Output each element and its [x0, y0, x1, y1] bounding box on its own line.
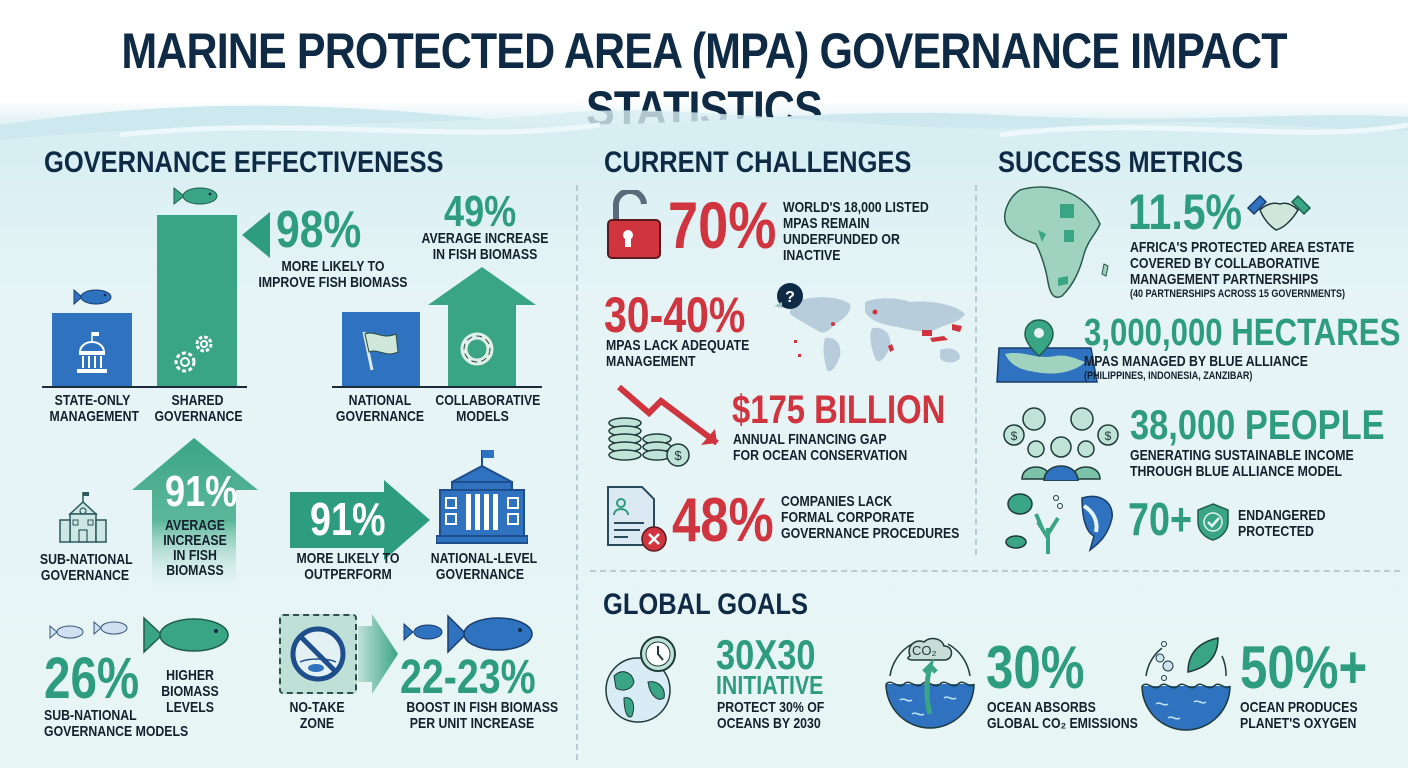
- globe-clock-icon: [605, 636, 676, 723]
- bar-label-shared-governance: SHARED GOVERNANCE: [154, 392, 243, 425]
- higher-biomass-label: HIGHER BIOMASS LEVELS: [161, 667, 219, 716]
- column-divider-right: [975, 185, 977, 555]
- column-divider-left: [576, 185, 578, 760]
- no-take-boost-label: BOOST IN FISH BIOMASS PER UNIT INCREASE: [406, 699, 559, 732]
- marine-species-icon: [1005, 493, 1113, 554]
- small-fish-icon: [403, 622, 443, 642]
- coins-down-arrow-icon: $: [608, 384, 719, 467]
- goal-oxygen-value: 50%+: [1240, 634, 1368, 701]
- bar-shared-governance: [157, 215, 237, 386]
- co2-cloud-label: CO₂: [912, 643, 937, 658]
- wave-decoration: [0, 105, 1408, 165]
- subnational-arrow-value: 91%: [165, 467, 238, 516]
- biomass-26-value: 26%: [44, 646, 140, 711]
- goal-oxygen-label: OCEAN PRODUCES PLANET'S OXYGEN: [1240, 699, 1358, 732]
- bar-label-national-governance: NATIONAL GOVERNANCE: [335, 392, 425, 425]
- success-heading: SUCCESS METRICS: [998, 146, 1244, 179]
- right-arrow-icon: [290, 480, 430, 560]
- no-take-label: NO-TAKE ZONE: [289, 699, 345, 732]
- stat-98-label: MORE LIKELY TO IMPROVE FISH BIOMASS: [258, 258, 408, 291]
- subnational-label: SUB-NATIONAL GOVERNANCE: [39, 551, 133, 584]
- government-building-icon: [436, 450, 528, 544]
- shield-check-icon: [1197, 503, 1229, 541]
- bar-label-collaborative-models: COLLABORATIVE MODELS: [435, 392, 541, 425]
- challenge-70-value: 70%: [668, 188, 777, 262]
- success-endangered-value: 70+: [1128, 493, 1192, 545]
- goal-co2-value: 30%: [986, 634, 1085, 701]
- fish-icon: [73, 288, 112, 306]
- challenges-heading: CURRENT CHALLENGES: [604, 146, 912, 179]
- no-fishing-icon: [290, 626, 346, 682]
- stat-49-label: AVERAGE INCREASE IN FISH BIOMASS: [421, 230, 549, 263]
- success-hectares-value: 3,000,000 HECTARES: [1084, 312, 1401, 354]
- small-fish-icon: [93, 620, 128, 636]
- small-fish-icon: [49, 624, 84, 640]
- goal-30x30-label: PROTECT 30% OF OCEANS BY 2030: [717, 699, 825, 732]
- challenge-175b-value: $175 BILLION: [732, 388, 946, 432]
- challenge-30-40-value: 30-40%: [604, 287, 746, 343]
- stat-98-value: 98%: [276, 201, 362, 259]
- section-divider-goals: [590, 570, 1400, 572]
- handshake-icon: [1246, 194, 1312, 231]
- national-level-label: NATIONAL-LEVEL GOVERNANCE: [430, 550, 538, 583]
- outperform-value: 91%: [310, 493, 386, 545]
- up-arrow-gradient-icon: [132, 438, 258, 588]
- success-endangered-label: ENDANGERED PROTECTED: [1238, 507, 1326, 540]
- svg-text:$: $: [1105, 429, 1112, 443]
- success-hectares-label: MPAs MANAGED BY BLUE ALLIANCE: [1084, 353, 1308, 370]
- svg-text:?: ?: [785, 289, 795, 306]
- africa-map-icon: [1004, 186, 1109, 298]
- goal-30x30-sub: INITIATIVE: [716, 670, 824, 700]
- ocean-co2-icon: [885, 637, 975, 729]
- success-11-5-label: AFRICA'S PROTECTED AREA ESTATE COVERED B…: [1130, 239, 1355, 288]
- community-people-icon: $ $: [1003, 407, 1119, 481]
- goal-30x30-value: 30X30: [716, 631, 816, 678]
- goal-co2-label: OCEAN ABSORBS GLOBAL CO₂ EMISSIONS: [987, 699, 1138, 732]
- capitol-icon: [77, 332, 107, 373]
- bar-label-state-only: STATE-ONLY MANAGEMENT: [49, 392, 139, 425]
- school-building-icon: [59, 492, 107, 543]
- success-people-label: GENERATING SUSTAINABLE INCOME THROUGH BL…: [1130, 447, 1354, 480]
- challenge-48-label: COMPANIES LACK FORMAL CORPORATE GOVERNAN…: [781, 493, 960, 542]
- challenge-175b-label: ANNUAL FINANCING GAP FOR OCEAN CONSERVAT…: [733, 431, 908, 464]
- large-fish-icon: [447, 614, 533, 654]
- stat-49-value: 49%: [444, 187, 517, 236]
- growth-arrow-icon: [428, 267, 536, 387]
- success-people-value: 38,000 PEOPLE: [1130, 401, 1385, 448]
- gears-icon: [174, 335, 213, 373]
- fish-icon: [173, 186, 218, 206]
- biomass-26-label: SUB-NATIONAL GOVERNANCE MODELS: [44, 707, 189, 740]
- chart-baseline: [332, 386, 542, 388]
- broken-lock-icon: [607, 190, 661, 259]
- flag-icon: [362, 331, 399, 371]
- chart-baseline: [42, 386, 247, 388]
- pointer-arrow-icon: [242, 212, 270, 258]
- svg-text:$: $: [674, 448, 682, 463]
- success-11-5-value: 11.5%: [1128, 184, 1242, 240]
- challenge-48-value: 48%: [672, 486, 774, 555]
- bar-state-only: [52, 313, 132, 386]
- world-map-icon: [790, 297, 965, 372]
- outperform-label: MORE LIKELY TO OUTPERFORM: [296, 550, 400, 583]
- success-hectares-note: (PHILIPPINES, INDONESIA, ZANZIBAR): [1084, 370, 1253, 382]
- question-bubble-icon: ?: [774, 283, 803, 309]
- governance-heading: GOVERNANCE EFFECTIVENESS: [44, 146, 444, 179]
- challenge-70-label: WORLD'S 18,000 LISTED MPAs REMAIN UNDERF…: [783, 199, 929, 264]
- page-title: MARINE PROTECTED AREA (MPA) GOVERNANCE I…: [121, 23, 1287, 137]
- svg-text:$: $: [1011, 429, 1018, 443]
- hands-circle-icon: [460, 332, 494, 366]
- ocean-oxygen-leaf-icon: [1141, 637, 1231, 731]
- right-arrow-fade-icon: [358, 614, 398, 694]
- subnational-arrow-label: AVERAGE INCREASE IN FISH BIOMASS: [163, 517, 227, 579]
- document-x-icon: [607, 486, 667, 552]
- large-fish-icon: [143, 616, 229, 654]
- success-11-5-note: (40 PARTNERSHIPS ACROSS 15 GOVERNMENTS): [1130, 288, 1346, 300]
- map-pin-icon: [996, 319, 1098, 383]
- challenge-30-40-label: MPAs LACK ADEQUATE MANAGEMENT: [606, 337, 750, 370]
- no-take-value: 22-23%: [400, 651, 536, 704]
- goals-heading: GLOBAL GOALS: [603, 588, 808, 621]
